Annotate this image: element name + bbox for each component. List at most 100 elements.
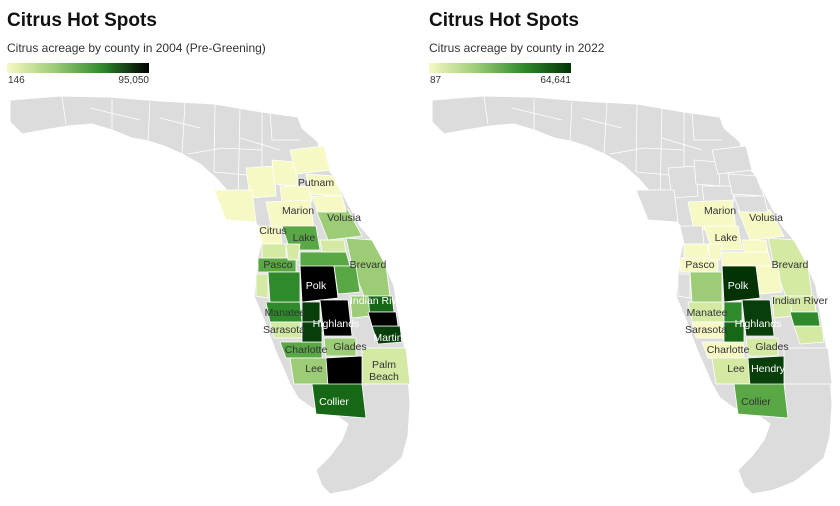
county-label: Lee [305, 363, 323, 375]
county-hendry[interactable] [325, 355, 363, 387]
county-label: Manatee [265, 307, 306, 319]
county-border [635, 103, 638, 173]
county-label: Collier [319, 396, 349, 408]
legend-max-label: 64,641 [540, 75, 571, 86]
county-duval[interactable] [711, 145, 753, 175]
map-panel-2004: Citrus Hot Spots Citrus acreage by count… [7, 10, 411, 495]
county-label: Polk [306, 280, 327, 292]
legend-max-label: 95,050 [118, 75, 149, 86]
county-border [483, 96, 489, 125]
county-label: Volusia [327, 212, 361, 224]
map-panel-2022: Citrus Hot Spots Citrus acreage by count… [422, 0, 840, 506]
county-label: Marion [282, 205, 314, 217]
florida-choropleth-map: Putnam Marion Volusia Citrus Lake Pasco Brevar… [9, 95, 411, 495]
county-hernando[interactable] [683, 243, 709, 259]
county-label: Highlands [735, 318, 782, 330]
county-label: Charlotte [285, 344, 328, 356]
county-desoto[interactable] [301, 321, 323, 343]
county-border [603, 102, 608, 155]
county-border [661, 137, 703, 151]
county-border [581, 117, 623, 129]
county-label: Brevard [772, 259, 809, 271]
county-hillsborough[interactable] [267, 271, 301, 303]
county-label: Highlands [313, 318, 360, 330]
county-seminole[interactable] [741, 239, 769, 253]
county-pinellas[interactable] [255, 273, 269, 299]
county-collier[interactable] [311, 383, 367, 419]
county-border [159, 117, 201, 129]
county-st-johns[interactable] [305, 173, 343, 197]
county-border [269, 111, 300, 141]
county-border [511, 107, 563, 121]
county-label: Lee [727, 363, 745, 375]
county-label: Sarasota [263, 324, 305, 336]
county-st-lucie[interactable] [367, 311, 399, 327]
county-label: Lake [715, 232, 738, 244]
county-sumter[interactable] [707, 243, 723, 261]
county-label: Palm Beach [369, 359, 399, 383]
county-orange[interactable] [721, 251, 773, 267]
county-label: Volusia [749, 212, 783, 224]
county-label: Glades [755, 341, 788, 353]
county-label: Lake [293, 232, 316, 244]
county-border [659, 107, 663, 201]
county-label: Hendry [751, 363, 786, 375]
county-label: Martin [373, 332, 402, 344]
county-label: Indian River [772, 295, 829, 307]
county-st-johns[interactable] [727, 173, 765, 197]
county-levy[interactable] [213, 189, 257, 223]
county-border [213, 103, 216, 173]
county-alachua[interactable] [667, 165, 699, 199]
map-title: Citrus Hot Spots [7, 10, 157, 31]
county-border [61, 96, 67, 125]
county-palm-beach[interactable] [783, 347, 833, 385]
county-desoto[interactable] [723, 321, 745, 343]
color-legend: 146 95,050 [7, 63, 149, 89]
county-label: Glades [333, 341, 366, 353]
legend-min-label: 146 [8, 75, 25, 86]
county-putnam[interactable] [279, 185, 313, 203]
county-label: Citrus [259, 225, 286, 237]
county-hillsborough[interactable] [689, 271, 723, 303]
county-border [609, 147, 685, 155]
county-label: Sarasota [685, 324, 727, 336]
county-levy[interactable] [635, 189, 679, 223]
florida-choropleth-map: Marion Volusia Lake Pasco Brevard Polk Indian … [431, 95, 833, 495]
county-putnam[interactable] [701, 185, 735, 203]
county-label: Putnam [298, 177, 334, 189]
legend-gradient-bar [7, 63, 149, 73]
legend-gradient-bar [429, 63, 571, 73]
county-label: Marion [704, 205, 736, 217]
county-citrus[interactable] [679, 225, 705, 245]
county-border [181, 102, 186, 155]
county-highlands[interactable] [741, 299, 775, 337]
county-label: Brevard [350, 259, 387, 271]
county-sumter[interactable] [285, 243, 301, 261]
county-alachua[interactable] [245, 165, 277, 199]
legend-min-label: 87 [430, 75, 442, 86]
county-border [237, 107, 241, 201]
county-label: Pasco [263, 259, 292, 271]
county-label: Indian River [350, 295, 407, 307]
county-clay[interactable] [271, 159, 299, 187]
county-border [239, 137, 281, 151]
county-flagler[interactable] [733, 195, 769, 213]
county-hernando[interactable] [261, 243, 287, 259]
county-st-lucie[interactable] [789, 311, 821, 327]
county-seminole[interactable] [319, 239, 347, 253]
county-osceola[interactable] [755, 265, 783, 295]
county-clay[interactable] [693, 159, 721, 187]
county-collier[interactable] [733, 383, 789, 419]
county-orange[interactable] [299, 251, 351, 267]
county-label: Manatee [687, 307, 728, 319]
county-osceola[interactable] [333, 265, 361, 295]
county-highlands[interactable] [319, 299, 353, 337]
county-border [691, 111, 722, 141]
county-pinellas[interactable] [677, 273, 691, 299]
county-border [569, 101, 573, 142]
map-subtitle: Citrus acreage by county in 2022 [429, 41, 605, 55]
county-label: Polk [728, 280, 749, 292]
county-duval[interactable] [289, 145, 331, 175]
county-flagler[interactable] [311, 195, 347, 213]
county-label: Pasco [685, 259, 714, 271]
